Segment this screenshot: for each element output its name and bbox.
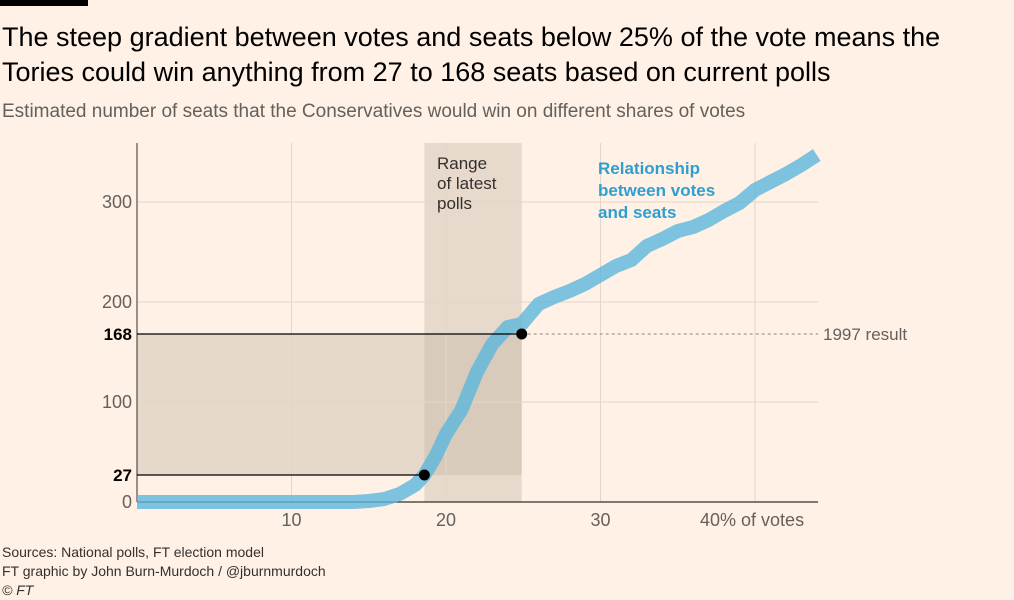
reference-line-label: 1997 result bbox=[823, 325, 907, 344]
footer-sources: Sources: National polls, FT election mod… bbox=[2, 544, 264, 560]
y-tick-label: 200 bbox=[102, 292, 132, 312]
footer: Sources: National polls, FT election mod… bbox=[2, 543, 326, 600]
poll-range-label: Range bbox=[437, 154, 487, 173]
series-annotation: Relationship bbox=[598, 159, 700, 178]
y-tick-label: 300 bbox=[102, 192, 132, 212]
x-tick-label: 40% of votes bbox=[700, 510, 804, 530]
poll-range-label: of latest bbox=[437, 174, 497, 193]
text-layer: 0 100 200 300 27 168 10 20 30 40% of votes 1997 re… bbox=[102, 154, 907, 530]
x-tick-label: 20 bbox=[436, 510, 456, 530]
poll-range-label: polls bbox=[437, 194, 472, 213]
y-tick-label: 0 bbox=[122, 492, 132, 512]
footer-credit: FT graphic by John Burn-Murdoch / @jburn… bbox=[2, 563, 326, 579]
highlight-point bbox=[418, 469, 430, 481]
x-tick-label: 10 bbox=[281, 510, 301, 530]
footer-copyright: © FT bbox=[2, 582, 34, 598]
y-tick-label: 100 bbox=[102, 392, 132, 412]
chart-svg: 0 100 200 300 27 168 10 20 30 40% of votes 1997 re… bbox=[102, 143, 907, 530]
chart-subtitle: Estimated number of seats that the Conse… bbox=[2, 101, 746, 122]
series-line bbox=[137, 149, 821, 509]
series-layer bbox=[137, 149, 821, 509]
series-annotation: and seats bbox=[598, 203, 676, 222]
overlay-layer bbox=[137, 328, 528, 481]
highlight-value-label: 168 bbox=[104, 325, 132, 344]
grid-layer bbox=[136, 143, 818, 503]
highlight-point bbox=[516, 328, 528, 340]
brand-bar bbox=[0, 0, 88, 6]
chart-title: The steep gradient between votes and sea… bbox=[2, 22, 941, 87]
x-tick-label: 30 bbox=[590, 510, 610, 530]
series-annotation: between votes bbox=[598, 181, 715, 200]
highlight-value-label: 27 bbox=[113, 466, 132, 485]
